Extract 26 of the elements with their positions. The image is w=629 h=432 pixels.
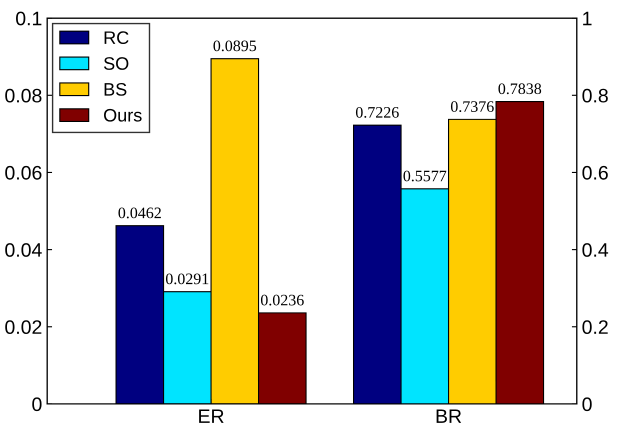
x-tick-label: ER — [199, 409, 224, 423]
data-label: 0.0291 — [166, 273, 208, 284]
y-tick-label: 0.04 — [5, 243, 42, 257]
y-tick-label: 0.06 — [5, 166, 42, 180]
data-label: 0.7838 — [498, 83, 542, 94]
y2-tick-label: 0 — [582, 397, 592, 412]
y-tick-label: 0.1 — [16, 12, 42, 26]
x-tick-label: BR — [436, 409, 462, 423]
y2-tick-label: 0.6 — [582, 166, 608, 180]
y2-tick-label: 0.2 — [582, 320, 608, 334]
y2-tick-label: 0.8 — [582, 88, 608, 103]
data-label: 0.0462 — [118, 208, 161, 218]
y-tick-label: 0.08 — [5, 88, 42, 103]
data-label: 0.0236 — [260, 294, 304, 306]
legend-label: BS — [104, 82, 126, 96]
legend-label: Ours — [104, 108, 142, 122]
y-tick-label: 0 — [32, 397, 42, 412]
legend-label: RC — [104, 31, 129, 44]
y-tick-label: 0.02 — [5, 320, 42, 334]
y2-tick-label: 1 — [583, 12, 592, 26]
legend-label: SO — [104, 57, 128, 70]
data-label: 0.7376 — [450, 101, 494, 112]
data-label: 0.7226 — [356, 106, 399, 118]
y2-tick-label: 0.4 — [582, 243, 608, 257]
data-label: 0.5577 — [403, 170, 446, 182]
data-label: 0.0895 — [213, 40, 256, 52]
